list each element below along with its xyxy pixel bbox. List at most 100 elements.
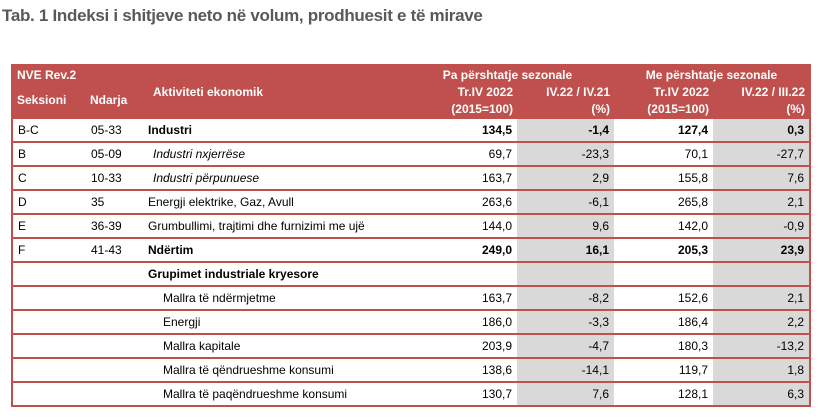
col1-unit: (2015=100)	[401, 100, 517, 118]
value-cell: 144,0	[401, 213, 517, 238]
seksioni-cell: C	[12, 165, 86, 190]
activity-cell: Mallra kapitale	[143, 333, 401, 358]
activity-cell: Mallra të qëndrueshme konsumi	[143, 357, 401, 382]
value-cell: 7,6	[713, 165, 810, 190]
value-cell: 70,1	[614, 141, 713, 166]
value-cell: 7,6	[517, 381, 614, 406]
value-cell: 6,3	[713, 381, 810, 406]
table-header: NVE Rev.2 Aktiviteti ekonomik Pa përshta…	[12, 65, 810, 118]
col3-unit: (2015=100)	[614, 100, 713, 118]
seksioni-cell: B-C	[12, 117, 86, 142]
activity-cell: Industri përpunuese	[143, 165, 401, 190]
value-cell: -1,4	[517, 117, 614, 142]
value-cell: 186,4	[614, 309, 713, 334]
table-row: Mallra të paqëndrueshme konsumi 130,7 7,6 1…	[12, 381, 810, 406]
value-cell: 127,4	[614, 117, 713, 142]
ndarja-cell: 41-43	[86, 237, 143, 262]
ndarja-cell: 05-33	[86, 117, 143, 142]
ndarja-cell	[86, 381, 143, 406]
seksioni-cell	[12, 285, 86, 310]
table-body: B-C 05-33 Industri 134,5 -1,4 127,4 0,3 B 05-09 I…	[12, 117, 810, 406]
value-cell: 163,7	[401, 165, 517, 190]
nve-label: NVE Rev.2	[12, 65, 143, 83]
value-cell: 2,9	[517, 165, 614, 190]
ndarja-cell: 35	[86, 189, 143, 214]
ndarja-cell: 05-09	[86, 141, 143, 166]
table-row: Grupimet industriale kryesore	[12, 261, 810, 286]
value-cell: 205,3	[614, 237, 713, 262]
value-cell: 69,7	[401, 141, 517, 166]
value-cell: -13,2	[713, 333, 810, 358]
col1-header: Tr.IV 2022	[401, 83, 517, 100]
table-row: C 10-33 Industri përpunuese 163,7 2,9 155,8 7,…	[12, 165, 810, 190]
value-cell	[517, 261, 614, 286]
table-row: Mallra kapitale 203,9 -4,7 180,3 -13,2	[12, 333, 810, 358]
ndarja-cell	[86, 357, 143, 382]
value-cell: -6,1	[517, 189, 614, 214]
seksioni-cell: F	[12, 237, 86, 262]
col4-unit: (%)	[713, 100, 810, 118]
value-cell: 0,3	[713, 117, 810, 142]
col2-unit: (%)	[517, 100, 614, 118]
table-row: Mallra të ndërmjetme 163,7 -8,2 152,6 2,1	[12, 285, 810, 310]
ndarja-cell	[86, 285, 143, 310]
seksioni-cell	[12, 309, 86, 334]
seksioni-cell	[12, 261, 86, 286]
col3-header: Tr.IV 2022	[614, 83, 713, 100]
seksioni-cell	[12, 333, 86, 358]
value-cell: 138,6	[401, 357, 517, 382]
value-cell: 203,9	[401, 333, 517, 358]
activity-cell: Industri nxjerrëse	[143, 141, 401, 166]
value-cell: 130,7	[401, 381, 517, 406]
value-cell: 2,1	[713, 285, 810, 310]
activity-cell: Energji elektrike, Gaz, Avull	[143, 189, 401, 214]
value-cell: 180,3	[614, 333, 713, 358]
value-cell: -4,7	[517, 333, 614, 358]
value-cell: 23,9	[713, 237, 810, 262]
seksioni-cell: D	[12, 189, 86, 214]
value-cell: 155,8	[614, 165, 713, 190]
value-cell: 134,5	[401, 117, 517, 142]
table-row: Mallra të qëndrueshme konsumi 138,6 -14,1 1…	[12, 357, 810, 382]
seksioni-header: Seksioni	[12, 83, 86, 118]
value-cell: 265,8	[614, 189, 713, 214]
value-cell: -14,1	[517, 357, 614, 382]
value-cell: 1,8	[713, 357, 810, 382]
activity-cell: Energji	[143, 309, 401, 334]
activity-cell: Grumbullimi, trajtimi dhe furnizimi me u…	[143, 213, 401, 238]
activity-cell: Ndërtim	[143, 237, 401, 262]
seksioni-cell	[12, 381, 86, 406]
value-cell: 9,6	[517, 213, 614, 238]
activity-cell: Industri	[143, 117, 401, 142]
seksioni-cell	[12, 357, 86, 382]
value-cell	[713, 261, 810, 286]
table-title: Tab. 1 Indeksi i shitjeve neto në volum,…	[2, 6, 483, 25]
value-cell: 249,0	[401, 237, 517, 262]
value-cell: 2,2	[713, 309, 810, 334]
col4-header: IV.22 / III.22	[713, 83, 810, 100]
activity-cell: Mallra të ndërmjetme	[143, 285, 401, 310]
value-cell: 142,0	[614, 213, 713, 238]
value-cell: 186,0	[401, 309, 517, 334]
ndarja-cell	[86, 309, 143, 334]
table-row: Energji 186,0 -3,3 186,4 2,2	[12, 309, 810, 334]
activity-header: Aktiviteti ekonomik	[143, 65, 401, 118]
value-cell: 152,6	[614, 285, 713, 310]
sales-index-table: NVE Rev.2 Aktiviteti ekonomik Pa përshta…	[11, 64, 811, 407]
ndarja-cell	[86, 333, 143, 358]
ndarja-cell	[86, 261, 143, 286]
table-row: D 35 Energji elektrike, Gaz, Avull 263,6 -6,…	[12, 189, 810, 214]
value-cell: 16,1	[517, 237, 614, 262]
activity-cell: Grupimet industriale kryesore	[143, 261, 401, 286]
value-cell: 263,6	[401, 189, 517, 214]
seksioni-cell: E	[12, 213, 86, 238]
value-cell: 163,7	[401, 285, 517, 310]
value-cell	[614, 261, 713, 286]
table-row: E 36-39 Grumbullimi, trajtimi dhe furnizim…	[12, 213, 810, 238]
group-unadjusted: Pa përshtatje sezonale	[401, 65, 614, 83]
ndarja-cell: 36-39	[86, 213, 143, 238]
value-cell	[401, 261, 517, 286]
seksioni-cell: B	[12, 141, 86, 166]
value-cell: 119,7	[614, 357, 713, 382]
table-row: F 41-43 Ndërtim 249,0 16,1 205,3 23,9	[12, 237, 810, 262]
